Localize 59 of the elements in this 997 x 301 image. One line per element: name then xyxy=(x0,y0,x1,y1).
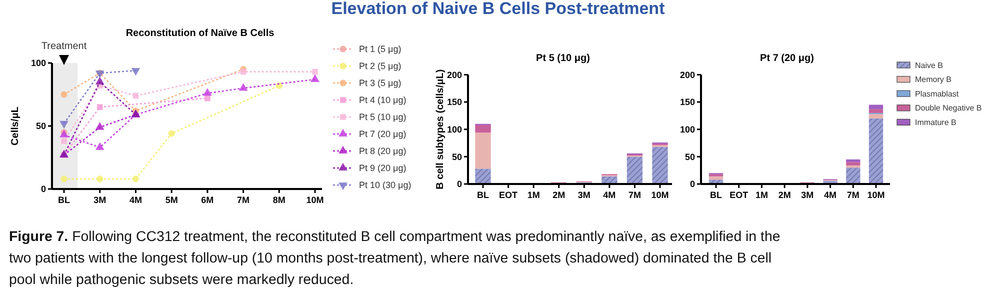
y-axis-title: Cells/μL xyxy=(10,106,21,146)
y-tick-label: 200 xyxy=(446,70,462,80)
legend-label: Naive B xyxy=(915,60,944,70)
legend-label: Pt 10 (30 μg) xyxy=(359,180,412,190)
x-tick-label: 2M xyxy=(552,190,566,200)
x-tick-label: 7M xyxy=(237,195,250,205)
y-tick-label: 100 xyxy=(30,58,46,68)
y-tick-label: 50 xyxy=(452,152,462,162)
x-tick-label: 8M xyxy=(272,195,286,205)
x-tick-label: 7M xyxy=(628,190,641,200)
legend-label: Pt 3 (5 μg) xyxy=(359,78,402,88)
x-tick-label: 10M xyxy=(306,195,324,205)
x-tick-label: 6M xyxy=(201,195,214,205)
x-tick-label: BL xyxy=(710,190,722,200)
y-tick-label: 150 xyxy=(446,97,462,108)
legend-label: Double Negative B xyxy=(915,104,982,113)
chart-title: Pt 5 (10 μg) xyxy=(536,53,590,64)
legend-label: Memory B xyxy=(915,75,952,84)
text: Elevation of Naive B Cells Post-treatment xyxy=(331,0,666,18)
band-label: Treatment xyxy=(41,41,87,52)
x-tick-label: EOT xyxy=(499,190,518,200)
legend-label: Pt 4 (10 μg) xyxy=(359,95,406,106)
legend-label: Pt 5 (10 μg) xyxy=(359,112,406,122)
x-tick-label: 4M xyxy=(129,195,142,205)
x-tick-label: 7M xyxy=(846,190,860,200)
y-tick-label: 0 xyxy=(456,179,462,190)
y-tick-label: 0 xyxy=(40,184,46,194)
y-tick-label: 100 xyxy=(446,124,462,134)
y-tick-label: 0 xyxy=(690,179,695,190)
x-tick-label: BL xyxy=(477,190,490,200)
legend-label: Pt 7 (20 μg) xyxy=(359,129,406,140)
chart-title: Pt 7 (20 μg) xyxy=(760,53,814,64)
x-tick-label: 3M xyxy=(578,190,590,200)
x-tick-label: 10M xyxy=(867,190,885,200)
x-tick-label: 3M xyxy=(801,190,814,200)
y-tick-label: 100 xyxy=(680,124,695,134)
legend-label: Plasmablast xyxy=(915,89,960,98)
legend-label: Pt 2 (5 μg) xyxy=(359,61,402,72)
y-tick-label: 150 xyxy=(680,97,695,108)
legend-label: Immature B xyxy=(915,118,956,127)
y-tick-label: 200 xyxy=(680,70,695,80)
x-tick-label: 10M xyxy=(651,190,669,200)
chart-title: Reconstitution of Naïve B Cells xyxy=(126,28,275,39)
legend-label: Pt 8 (20 μg) xyxy=(359,146,406,156)
caption: Figure 7. Following CC312 treatment, the reconstituted B cell compartment was predominantly naïve, as exemplified in the two patients with the longest follow-up (10 months post-treatment), where naïve subsets (shadowed) dominated the B cell pool while pathogenic subsets were markedly reduced. xyxy=(9,229,780,288)
x-tick-label: 5M xyxy=(165,195,178,205)
y-axis-title: B cell subtypes (cells/μL) xyxy=(435,69,446,190)
x-tick-label: 1M xyxy=(527,190,540,200)
x-tick-label: 2M xyxy=(778,190,791,200)
x-tick-label: 3M xyxy=(94,195,106,205)
x-tick-label: EOT xyxy=(730,190,749,200)
y-tick-label: 50 xyxy=(36,121,46,132)
legend-label: Pt 9 (20 μg) xyxy=(359,163,406,174)
x-tick-label: 4M xyxy=(603,190,616,200)
y-tick-label: 50 xyxy=(684,152,695,162)
x-tick-label: 1M xyxy=(755,190,768,200)
x-tick-label: 4M xyxy=(824,190,837,200)
legend-label: Pt 1 (5 μg) xyxy=(359,44,402,54)
x-tick-label: BL xyxy=(58,195,70,205)
